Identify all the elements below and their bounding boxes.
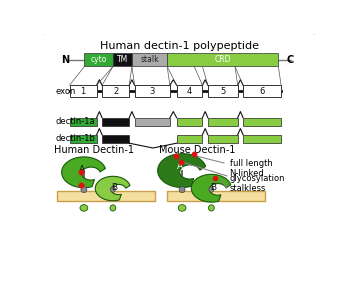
Text: 5: 5 (220, 87, 225, 96)
Bar (57, 191, 155, 201)
Bar (102, 135, 129, 143)
Text: full length: full length (230, 159, 272, 168)
Bar (243, 135, 281, 143)
Bar (177, 135, 202, 143)
Text: 2: 2 (113, 87, 118, 96)
Text: Mouse Dectin-1: Mouse Dectin-1 (159, 146, 235, 156)
FancyBboxPatch shape (42, 33, 317, 257)
Polygon shape (62, 157, 105, 188)
Text: TM: TM (117, 55, 128, 64)
Bar (102, 85, 129, 97)
Ellipse shape (209, 187, 214, 192)
Text: stalkless: stalkless (230, 183, 266, 193)
Text: 6: 6 (259, 87, 265, 96)
Polygon shape (191, 174, 231, 202)
Ellipse shape (81, 187, 87, 193)
Text: A: A (79, 164, 85, 174)
Bar (102, 118, 129, 126)
Polygon shape (158, 154, 206, 187)
Bar (243, 118, 281, 126)
Bar (243, 85, 281, 97)
Text: exon: exon (56, 87, 76, 96)
Bar (167, 191, 265, 201)
Bar (70, 85, 97, 97)
Text: dectin-1a: dectin-1a (56, 117, 96, 127)
Text: 3: 3 (149, 87, 155, 96)
Bar (167, 53, 278, 67)
Bar (113, 53, 132, 67)
Ellipse shape (179, 187, 185, 193)
Ellipse shape (80, 205, 88, 211)
Text: 1: 1 (80, 87, 86, 96)
Text: stalk: stalk (140, 55, 159, 64)
Text: B: B (210, 183, 216, 192)
Bar (70, 118, 97, 126)
Text: N: N (61, 55, 70, 65)
Text: dectin-1b: dectin-1b (56, 135, 96, 144)
Text: Human dectin-1 polypeptide: Human dectin-1 polypeptide (100, 41, 259, 51)
Ellipse shape (209, 205, 214, 211)
Text: Human Dectin-1: Human Dectin-1 (54, 146, 134, 156)
Ellipse shape (110, 205, 116, 211)
Text: B: B (111, 183, 117, 192)
Polygon shape (95, 176, 130, 201)
Text: C: C (287, 55, 294, 65)
Bar (208, 85, 238, 97)
Text: 4: 4 (187, 87, 192, 96)
Bar (132, 53, 167, 67)
Bar (208, 118, 238, 126)
Bar (177, 118, 202, 126)
Bar (70, 135, 97, 143)
Text: CRD: CRD (215, 55, 231, 64)
Text: N-linked: N-linked (230, 169, 264, 178)
Bar (84, 53, 113, 67)
Ellipse shape (178, 205, 186, 211)
Text: glycosylation: glycosylation (230, 174, 285, 183)
Bar (135, 85, 170, 97)
Text: A: A (177, 162, 183, 172)
Bar (135, 118, 170, 126)
Bar (177, 85, 202, 97)
Text: cyto: cyto (91, 55, 107, 64)
Bar (208, 135, 238, 143)
Ellipse shape (111, 187, 116, 192)
